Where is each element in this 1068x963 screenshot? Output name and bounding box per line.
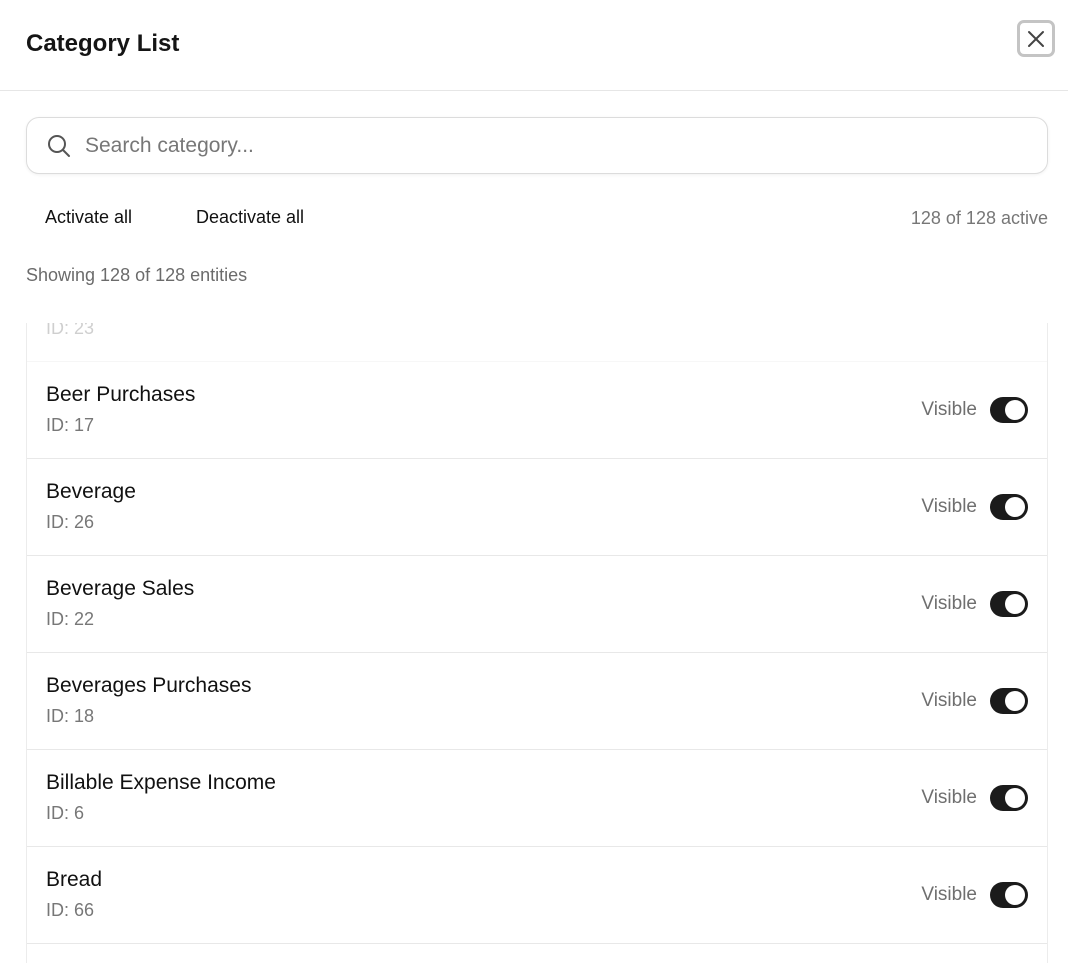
visibility-label: Visible: [921, 496, 977, 517]
visibility-label: Visible: [921, 690, 977, 711]
item-id: ID: 22: [46, 609, 95, 629]
search-icon: [48, 134, 70, 157]
item-id: ID: 18: [46, 706, 95, 726]
item-id: ID: 6: [46, 803, 85, 823]
list-item: Beverage Sales ID: 22 Visible: [27, 556, 1047, 653]
item-name: Bread: [46, 868, 103, 891]
visibility-toggle[interactable]: [990, 882, 1028, 908]
list-item: ID: 23: [27, 323, 1047, 362]
visibility-toggle[interactable]: [990, 397, 1028, 423]
visibility-toggle[interactable]: [990, 785, 1028, 811]
category-list[interactable]: ID: 23 Beer Purchases ID: 17 Visible Bev…: [26, 323, 1048, 963]
visibility-toggle[interactable]: [990, 494, 1028, 520]
activate-all-button[interactable]: Activate all: [45, 207, 133, 227]
item-name: Beverages Purchases: [46, 674, 252, 697]
dialog-header: Category List: [0, 0, 1068, 91]
page-title: Category List: [26, 30, 180, 57]
item-name: Billable Expense Income: [46, 771, 276, 794]
visibility-label: Visible: [921, 399, 977, 420]
search-input[interactable]: [85, 133, 985, 158]
visibility-label: Visible: [921, 884, 977, 905]
deactivate-all-button[interactable]: Deactivate all: [196, 207, 305, 227]
search-box[interactable]: [26, 117, 1048, 174]
close-icon: [1028, 30, 1044, 47]
visibility-toggle[interactable]: [990, 688, 1028, 714]
showing-count: Showing 128 of 128 entities: [26, 265, 248, 285]
list-item: Bread ID: 66 Visible: [27, 847, 1047, 944]
visibility-toggle[interactable]: [990, 591, 1028, 617]
item-id: ID: 17: [46, 415, 95, 435]
item-id: ID: 66: [46, 900, 95, 920]
item-id: ID: 23: [46, 323, 95, 338]
item-name: Beer Purchases: [46, 383, 196, 406]
list-item: Beverage ID: 26 Visible: [27, 459, 1047, 556]
visibility-label: Visible: [921, 787, 977, 808]
list-item: Billable Expense Income ID: 6 Visible: [27, 750, 1047, 847]
close-button[interactable]: [1017, 20, 1055, 57]
list-item: Beverages Purchases ID: 18 Visible: [27, 653, 1047, 750]
item-id: ID: 26: [46, 512, 95, 532]
list-item: Beer Purchases ID: 17 Visible: [27, 362, 1047, 459]
item-name: Beverage: [46, 480, 136, 503]
active-count: 128 of 128 active: [910, 208, 1048, 228]
visibility-label: Visible: [921, 593, 977, 614]
item-name: Beverage Sales: [46, 577, 195, 600]
